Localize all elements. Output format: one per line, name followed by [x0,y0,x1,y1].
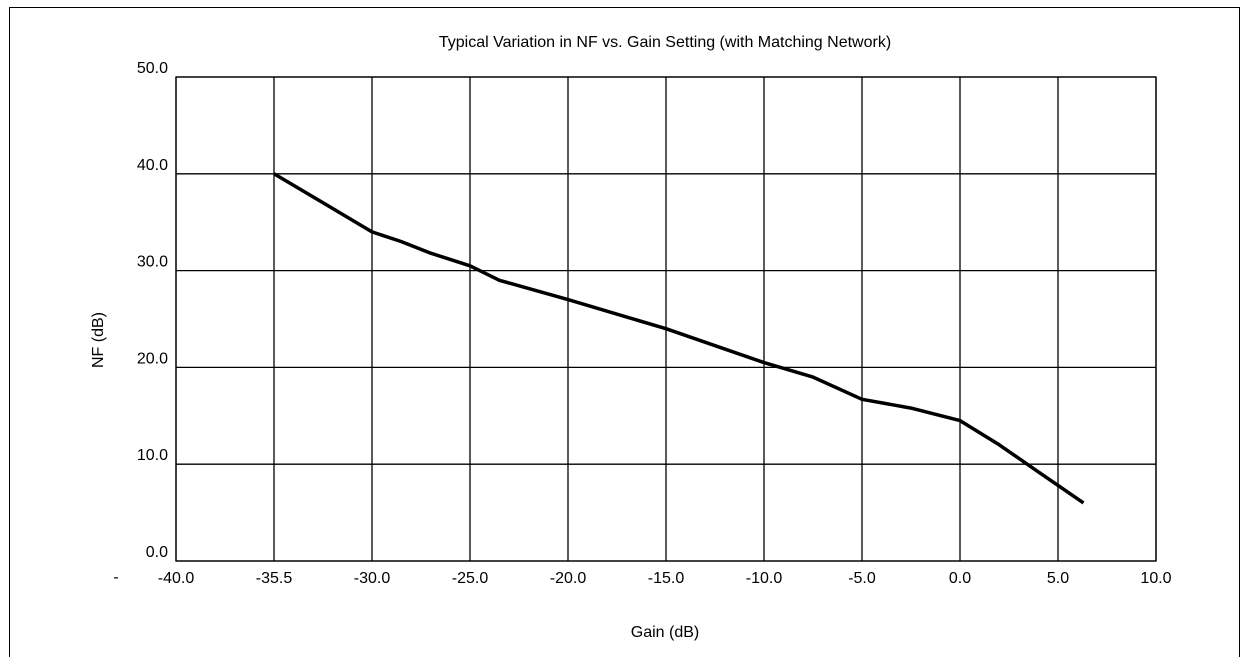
x-tick-label: -5.0 [848,570,876,587]
y-tick-label: 20.0 [137,350,168,367]
x-tick-label: 5.0 [1047,570,1069,587]
stray-dash-label: - [113,569,118,586]
plot-area [175,76,1157,562]
y-tick-label: 30.0 [137,254,168,271]
x-tick-label: -25.0 [452,570,489,587]
x-tick-label: -15.0 [648,570,685,587]
y-axis-label: NF (dB) [90,312,107,368]
y-tick-label: 0.0 [146,544,168,561]
x-tick-label: -20.0 [550,570,587,587]
nf-series-line [273,172,1085,505]
y-axis-ticks: 0.0 10.0 20.0 30.0 40.0 50.0 [137,60,168,561]
x-tick-label: 10.0 [1140,570,1171,587]
chart-title: Typical Variation in NF vs. Gain Setting… [439,34,891,51]
x-tick-label: -35.5 [256,570,293,587]
y-tick-label: 40.0 [137,157,168,174]
x-tick-label: -40.0 [158,570,195,587]
x-axis-label: Gain (dB) [631,624,699,641]
x-axis-ticks: -40.0 -35.5 -30.0 -25.0 -20.0 -15.0 -10.0 -5.0 0… [158,570,1172,587]
x-tick-label: -10.0 [746,570,783,587]
chart-frame [9,7,1240,657]
x-tick-label: -30.0 [354,570,391,587]
y-tick-label: 10.0 [137,447,168,464]
y-tick-label: 50.0 [137,60,168,77]
x-tick-label: 0.0 [949,570,971,587]
grid [175,76,1157,562]
series-layer [273,172,1085,505]
